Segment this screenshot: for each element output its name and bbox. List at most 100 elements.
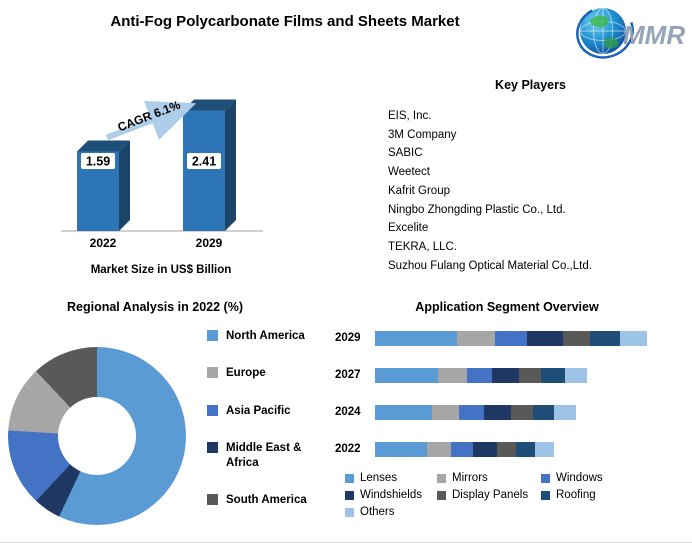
stacked-bar bbox=[375, 330, 647, 346]
application-overview-heading: Application Segment Overview bbox=[415, 300, 599, 314]
segment-others bbox=[554, 404, 577, 420]
key-player: SABIC bbox=[388, 147, 423, 160]
legend-label: North America bbox=[226, 330, 305, 342]
regional-legend-item: Middle East & Africa bbox=[207, 441, 317, 470]
donut-chart bbox=[8, 347, 186, 525]
stacked-bar-row: 2029 bbox=[335, 330, 647, 346]
regional-legend-item: South America bbox=[207, 493, 317, 507]
year-label: 2029 bbox=[335, 332, 361, 344]
segment-windows bbox=[494, 330, 528, 346]
legend-label: Lenses bbox=[360, 472, 398, 484]
bar-chart-canvas: 1.59 2022 2.41 2029 bbox=[61, 99, 263, 250]
application-legend-item: Windshields bbox=[345, 489, 437, 501]
legend-swatch bbox=[437, 490, 446, 500]
segment-mirrors bbox=[426, 441, 452, 457]
segment-display-panels bbox=[510, 404, 533, 420]
key-player: Kafrit Group bbox=[388, 184, 450, 197]
application-legend-item: Display Panels bbox=[437, 489, 541, 501]
globe-landmass bbox=[590, 15, 609, 28]
segment-lenses bbox=[375, 404, 433, 420]
key-player: Weetect bbox=[388, 166, 430, 179]
segment-mirrors bbox=[432, 404, 460, 420]
stacked-bar-row: 2024 bbox=[335, 404, 647, 420]
key-player: Ningbo Zhongding Plastic Co., Ltd. bbox=[388, 203, 566, 216]
segment-display-panels bbox=[519, 367, 541, 383]
segment-windshields bbox=[491, 367, 520, 383]
bar-side-face bbox=[225, 99, 236, 231]
legend-swatch bbox=[345, 507, 354, 517]
legend-label: Display Panels bbox=[452, 489, 529, 501]
key-players-panel: Key Players EIS, Inc. 3M Company SABIC Weet… bbox=[388, 78, 680, 275]
legend-label: Roofing bbox=[556, 489, 596, 501]
bar-value-label: 2.41 bbox=[192, 155, 216, 169]
key-players-heading: Key Players bbox=[495, 78, 566, 92]
bar-top-face bbox=[77, 140, 130, 152]
segment-windows bbox=[467, 367, 492, 383]
logo-swoosh-ring bbox=[576, 5, 634, 59]
segment-others bbox=[565, 367, 588, 383]
application-legend: Lenses Mirrors Windows Windshields Display P… bbox=[345, 472, 637, 518]
legend-swatch bbox=[345, 490, 354, 500]
segment-roofing bbox=[589, 330, 620, 346]
segment-display-panels bbox=[562, 330, 590, 346]
segment-lenses bbox=[375, 441, 427, 457]
legend-label: Middle East & Africa bbox=[226, 442, 302, 469]
stacked-bar-row: 2027 bbox=[335, 367, 647, 383]
segment-windows bbox=[451, 441, 473, 457]
legend-swatch bbox=[437, 473, 446, 483]
application-legend-item: Windows bbox=[541, 472, 637, 484]
legend-swatch bbox=[541, 473, 550, 483]
legend-label: Others bbox=[360, 506, 395, 518]
legend-label: South America bbox=[226, 493, 307, 506]
market-size-chart: 1.59 2022 2.41 2029 CAGR 6.1% Market Size i… bbox=[55, 83, 267, 283]
segment-windshields bbox=[483, 404, 511, 420]
legend-swatch bbox=[207, 330, 218, 341]
segment-others bbox=[535, 441, 555, 457]
application-legend-item: Others bbox=[345, 506, 437, 518]
brand-logo: MMR bbox=[576, 2, 688, 62]
legend-swatch bbox=[207, 493, 218, 505]
segment-lenses bbox=[375, 367, 438, 383]
legend-swatch bbox=[207, 442, 218, 454]
segment-display-panels bbox=[497, 441, 517, 457]
key-players-list: EIS, Inc. 3M Company SABIC Weetect Kafrit Gr… bbox=[388, 107, 680, 275]
bar-front-face bbox=[183, 110, 225, 231]
legend-label: Windows bbox=[556, 472, 603, 484]
value-chip bbox=[187, 153, 221, 169]
stacked-bar bbox=[375, 441, 647, 457]
legend-label: Asia Pacific bbox=[226, 404, 291, 417]
regional-legend-item: North America bbox=[207, 329, 317, 343]
segment-windshields bbox=[472, 441, 498, 457]
legend-label: Europe bbox=[226, 367, 266, 380]
application-legend-item: Lenses bbox=[345, 472, 437, 484]
year-label: 2024 bbox=[335, 406, 361, 418]
regional-analysis-heading: Regional Analysis in 2022 (%) bbox=[67, 300, 243, 314]
segment-windows bbox=[459, 404, 484, 420]
globe-landmass bbox=[603, 37, 619, 49]
segment-others bbox=[619, 330, 647, 346]
legend-swatch bbox=[207, 404, 218, 416]
segment-lenses bbox=[375, 330, 457, 346]
value-chip bbox=[81, 153, 115, 169]
bar-year-label: 2022 bbox=[90, 236, 117, 250]
segment-roofing bbox=[540, 367, 566, 383]
bar-top-face bbox=[183, 99, 236, 111]
segment-windshields bbox=[527, 330, 563, 346]
year-label: 2022 bbox=[335, 443, 361, 455]
year-label: 2027 bbox=[335, 369, 361, 381]
legend-label: Windshields bbox=[360, 489, 422, 501]
regional-legend-item: Europe bbox=[207, 366, 317, 380]
key-player: 3M Company bbox=[388, 128, 457, 141]
stacked-bar-row: 2022 bbox=[335, 441, 647, 457]
page-title: Anti-Fog Polycarbonate Films and Sheets … bbox=[110, 13, 460, 30]
legend-swatch bbox=[207, 367, 218, 379]
stacked-bar-chart: 2029 2027 2024 2022 bbox=[335, 330, 647, 478]
cagr-arrow bbox=[105, 100, 197, 141]
market-size-caption: Market Size in US$ Billion bbox=[90, 264, 232, 276]
legend-label: Mirrors bbox=[452, 472, 488, 484]
application-legend-item: Mirrors bbox=[437, 472, 541, 484]
regional-legend: North America Europe Asia Pacific Middle Ea… bbox=[207, 329, 317, 507]
key-player: TEKRA, LLC. bbox=[388, 240, 458, 253]
application-legend-item: Roofing bbox=[541, 489, 637, 501]
